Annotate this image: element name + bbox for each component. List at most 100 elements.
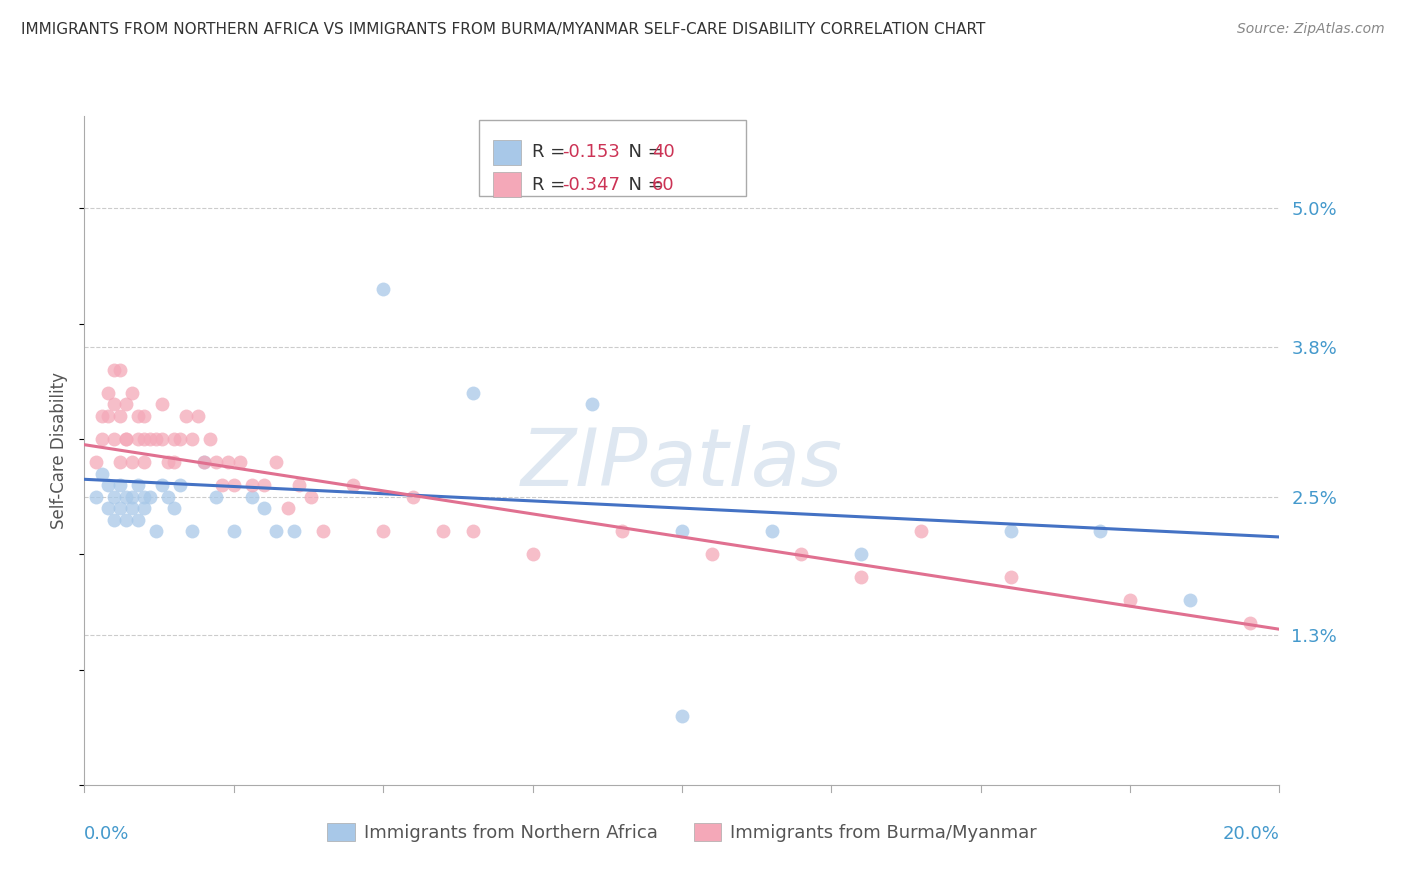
Point: [127, 478, 149, 492]
Point: [163, 501, 186, 516]
Point: [86, 455, 108, 469]
Point: [198, 432, 221, 446]
Point: [150, 478, 173, 492]
Point: [700, 547, 723, 561]
Point: [228, 455, 252, 469]
Point: [187, 409, 209, 423]
Point: [1000, 570, 1022, 584]
Text: ZIPatlas: ZIPatlas: [520, 425, 844, 503]
Point: [312, 524, 335, 539]
Text: Source: ZipAtlas.com: Source: ZipAtlas.com: [1237, 22, 1385, 37]
Point: [145, 524, 167, 539]
Text: -0.153: -0.153: [562, 144, 620, 161]
Point: [91, 467, 114, 481]
Point: [97, 478, 120, 492]
Point: [1239, 616, 1261, 631]
Point: [121, 455, 143, 469]
Point: [110, 455, 132, 469]
Point: [373, 282, 395, 296]
Point: [373, 524, 395, 539]
Point: [283, 524, 305, 539]
Point: [91, 432, 114, 446]
Point: [174, 409, 197, 423]
Point: [127, 513, 149, 527]
Point: [139, 432, 162, 446]
Point: [193, 455, 215, 469]
Text: 60: 60: [652, 176, 675, 194]
Point: [461, 385, 484, 400]
Text: 20.0%: 20.0%: [1223, 825, 1279, 843]
Point: [288, 478, 311, 492]
Point: [522, 547, 544, 561]
Point: [277, 501, 299, 516]
Point: [253, 478, 276, 492]
Point: [402, 490, 425, 504]
Point: [301, 490, 323, 504]
Point: [671, 524, 693, 539]
Point: [581, 397, 603, 411]
Point: [461, 524, 484, 539]
Point: [1090, 524, 1112, 539]
Text: IMMIGRANTS FROM NORTHERN AFRICA VS IMMIGRANTS FROM BURMA/MYANMAR SELF-CARE DISAB: IMMIGRANTS FROM NORTHERN AFRICA VS IMMIG…: [21, 22, 986, 37]
Point: [127, 409, 149, 423]
Point: [1119, 593, 1142, 607]
Point: [222, 478, 245, 492]
Point: [264, 524, 287, 539]
Point: [97, 501, 120, 516]
Point: [761, 524, 783, 539]
Point: [97, 409, 120, 423]
Text: R =: R =: [533, 144, 571, 161]
Legend: Immigrants from Northern Africa, Immigrants from Burma/Myanmar: Immigrants from Northern Africa, Immigra…: [321, 815, 1043, 849]
Point: [121, 490, 143, 504]
Text: 40: 40: [652, 144, 675, 161]
Point: [157, 490, 180, 504]
Point: [169, 432, 191, 446]
Point: [150, 397, 173, 411]
Point: [211, 478, 233, 492]
Text: 0.0%: 0.0%: [84, 825, 129, 843]
Point: [264, 455, 287, 469]
Point: [103, 432, 125, 446]
Point: [181, 524, 204, 539]
Point: [193, 455, 215, 469]
Point: [115, 397, 138, 411]
Point: [110, 362, 132, 376]
Point: [132, 490, 156, 504]
Point: [222, 524, 245, 539]
Point: [851, 547, 873, 561]
Point: [181, 432, 204, 446]
Point: [612, 524, 634, 539]
Point: [253, 501, 276, 516]
Point: [115, 432, 138, 446]
Point: [150, 432, 173, 446]
Point: [205, 490, 228, 504]
Point: [103, 397, 125, 411]
Text: N =: N =: [617, 144, 668, 161]
Point: [157, 455, 180, 469]
Point: [432, 524, 454, 539]
Point: [910, 524, 932, 539]
Point: [115, 490, 138, 504]
Point: [217, 455, 239, 469]
Point: [790, 547, 813, 561]
Point: [851, 570, 873, 584]
Point: [145, 432, 167, 446]
Point: [1000, 524, 1022, 539]
Point: [86, 490, 108, 504]
Point: [205, 455, 228, 469]
Point: [110, 409, 132, 423]
Point: [91, 409, 114, 423]
Point: [110, 478, 132, 492]
Point: [115, 432, 138, 446]
Point: [121, 501, 143, 516]
Point: [121, 385, 143, 400]
Y-axis label: Self-Care Disability: Self-Care Disability: [51, 372, 69, 529]
Point: [671, 708, 693, 723]
Point: [169, 478, 191, 492]
Text: N =: N =: [617, 176, 668, 194]
Point: [115, 513, 138, 527]
Point: [132, 455, 156, 469]
Point: [139, 490, 162, 504]
Point: [132, 501, 156, 516]
Point: [103, 513, 125, 527]
